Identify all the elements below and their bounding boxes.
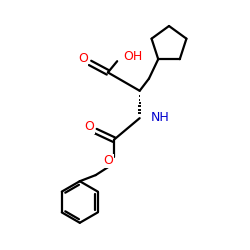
Text: NH: NH (151, 111, 170, 124)
Text: O: O (78, 52, 88, 65)
Text: O: O (104, 154, 114, 168)
Text: O: O (84, 120, 94, 134)
Text: OH: OH (123, 50, 142, 63)
